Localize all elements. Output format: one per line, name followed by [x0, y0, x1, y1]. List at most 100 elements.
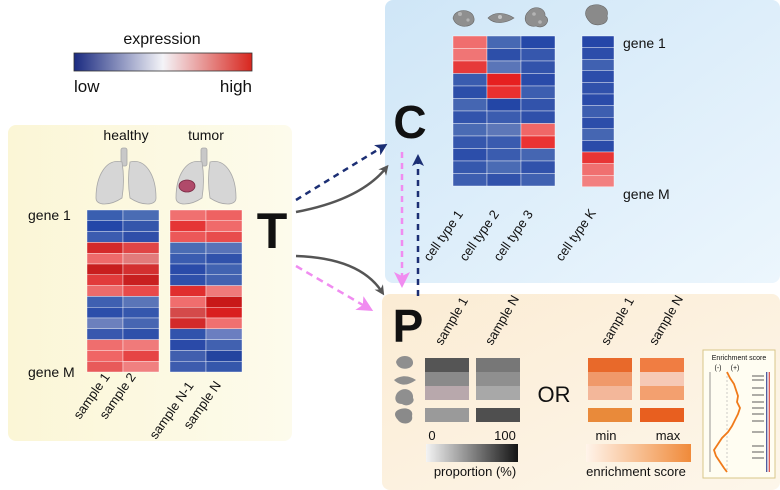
inset-neg-label: (-): [715, 365, 722, 372]
arrows: [295, 143, 424, 312]
cell-type-k-heatmap-cell: [581, 163, 615, 176]
panel-p: P sample 1 sample N sample 1 sample N OR…: [393, 292, 776, 479]
healthy-heatmap-cell: [122, 252, 160, 265]
tumor-heatmap-cell: [169, 220, 207, 232]
tumor-heatmap-cell: [205, 328, 243, 340]
tumor-heatmap-cell: [169, 296, 207, 308]
cell-type-heatmap-cell: [452, 98, 488, 112]
t-gene-first-label: gene 1: [28, 207, 71, 223]
healthy-heatmap-cell: [122, 209, 160, 222]
proportion-sample-n-block: [476, 358, 520, 372]
heatmap-tumor: [169, 209, 243, 373]
healthy-heatmap-cell: [86, 242, 124, 254]
healthy-heatmap-cell: [122, 328, 160, 340]
inset-rank-bar: [766, 372, 770, 472]
enrichment-sample-n-block: [640, 372, 684, 386]
healthy-heatmap-cell: [122, 242, 160, 254]
cell-type-k-heatmap-cell: [581, 59, 615, 72]
tumor-heatmap-cell: [205, 339, 243, 351]
cell-type-heatmap-cell: [520, 60, 556, 74]
cell-type-heatmap-cell: [486, 110, 522, 124]
cell-type-k-heatmap-cell: [581, 82, 615, 95]
panel-p-background: [382, 294, 780, 490]
cell-type-heatmap-cell: [520, 173, 556, 187]
cell-type-k-heatmap-cell: [581, 70, 615, 83]
cell-type-heatmap-cell: [520, 160, 556, 174]
heatmap-cell-type-k: [581, 35, 615, 187]
proportion-sample-1-block: [425, 386, 469, 400]
proportion-sample-n-block: [476, 386, 520, 400]
enrichment-sample-n-block: [640, 408, 684, 422]
healthy-heatmap-cell: [86, 252, 124, 265]
cell-type-k-heatmap-cell: [581, 140, 615, 153]
healthy-heatmap-cell: [86, 317, 124, 330]
cell-type-heatmap-cell: [486, 148, 522, 162]
enrichment-sample-n-block: [640, 386, 684, 400]
group-healthy-label: healthy: [103, 127, 148, 143]
tumor-heatmap-cell: [205, 231, 243, 243]
cell-type-heatmap-cell: [520, 48, 556, 62]
healthy-heatmap-cell: [122, 317, 160, 330]
healthy-heatmap-cell: [122, 263, 160, 276]
tumor-heatmap-cell: [169, 285, 207, 297]
healthy-heatmap-cell: [86, 296, 124, 308]
healthy-heatmap-cell: [122, 274, 160, 286]
cell-type-heatmap-cell: [520, 98, 556, 112]
cell-type-heatmap-cell: [520, 85, 556, 99]
cell-type-heatmap-cell: [486, 123, 522, 137]
cell-type-heatmap-cell: [486, 60, 522, 74]
tumor-heatmap-cell: [169, 339, 207, 351]
tumor-heatmap-cell: [169, 252, 207, 265]
heatmap-cell-types: [452, 35, 556, 187]
cell-type-k-heatmap-cell: [581, 128, 615, 141]
enrichment-colorbar: [586, 444, 691, 462]
cell-type-heatmap-cell: [452, 110, 488, 124]
cell-type-heatmap-cell: [486, 35, 522, 49]
enrichment-sample-1-block: [588, 408, 632, 422]
cell-type-heatmap-cell: [452, 123, 488, 137]
p-cell-type-3-icon: [395, 389, 414, 406]
c-gene-first-label: gene 1: [623, 35, 666, 51]
arrow-t-to-c-solid: [295, 164, 389, 214]
expression-legend: expression low high: [73, 31, 253, 96]
inset-pos-label: (+): [731, 365, 740, 372]
tumor-heatmap-cell: [205, 263, 243, 276]
cell-type-heatmap-cell: [520, 35, 556, 49]
healthy-heatmap-cell: [122, 307, 160, 319]
tumor-heatmap-cell: [169, 274, 207, 286]
enrichment-sample-1-block: [588, 372, 632, 386]
tumor-heatmap-cell: [205, 317, 243, 330]
cell-type-k-heatmap-cell: [581, 93, 615, 106]
c-gene-last-label: gene M: [623, 186, 670, 202]
healthy-heatmap-cell: [86, 285, 124, 297]
cell-type-k-heatmap-cell: [581, 116, 615, 129]
legend-high: high: [220, 77, 252, 96]
healthy-heatmap-cell: [86, 274, 124, 286]
tumor-heatmap-cell: [205, 274, 243, 286]
arrow-t-to-c-dashed: [295, 143, 388, 202]
cell-type-heatmap-cell: [452, 48, 488, 62]
tumor-heatmap-cell: [169, 231, 207, 243]
legend-title: expression: [123, 31, 200, 48]
tumor-lung-icon: [175, 147, 237, 205]
healthy-heatmap-cell: [86, 263, 124, 276]
proportion-max-label: 100: [494, 428, 516, 443]
cell-type-heatmap-cell: [486, 135, 522, 149]
tumor-heatmap-cell: [169, 328, 207, 340]
tumor-heatmap-cell: [205, 220, 243, 232]
p-cell-type-k-icon: [395, 408, 413, 424]
tumor-heatmap-cell: [205, 242, 243, 254]
tumor-heatmap-cell: [169, 242, 207, 254]
cell-type-3-icon: [524, 7, 548, 28]
cell-type-heatmap-cell: [452, 135, 488, 149]
tumor-heatmap-cell: [169, 361, 207, 373]
cell-type-heatmap-cell: [520, 123, 556, 137]
inset-hit-ticks: [752, 375, 764, 459]
cell-type-k-heatmap-cell: [581, 151, 615, 164]
healthy-lung-icon: [95, 147, 157, 205]
healthy-heatmap-cell: [122, 220, 160, 232]
cell-type-k-icon: [585, 4, 608, 26]
tumor-heatmap-cell: [205, 350, 243, 362]
arrow-t-to-p-dashed: [295, 264, 374, 312]
